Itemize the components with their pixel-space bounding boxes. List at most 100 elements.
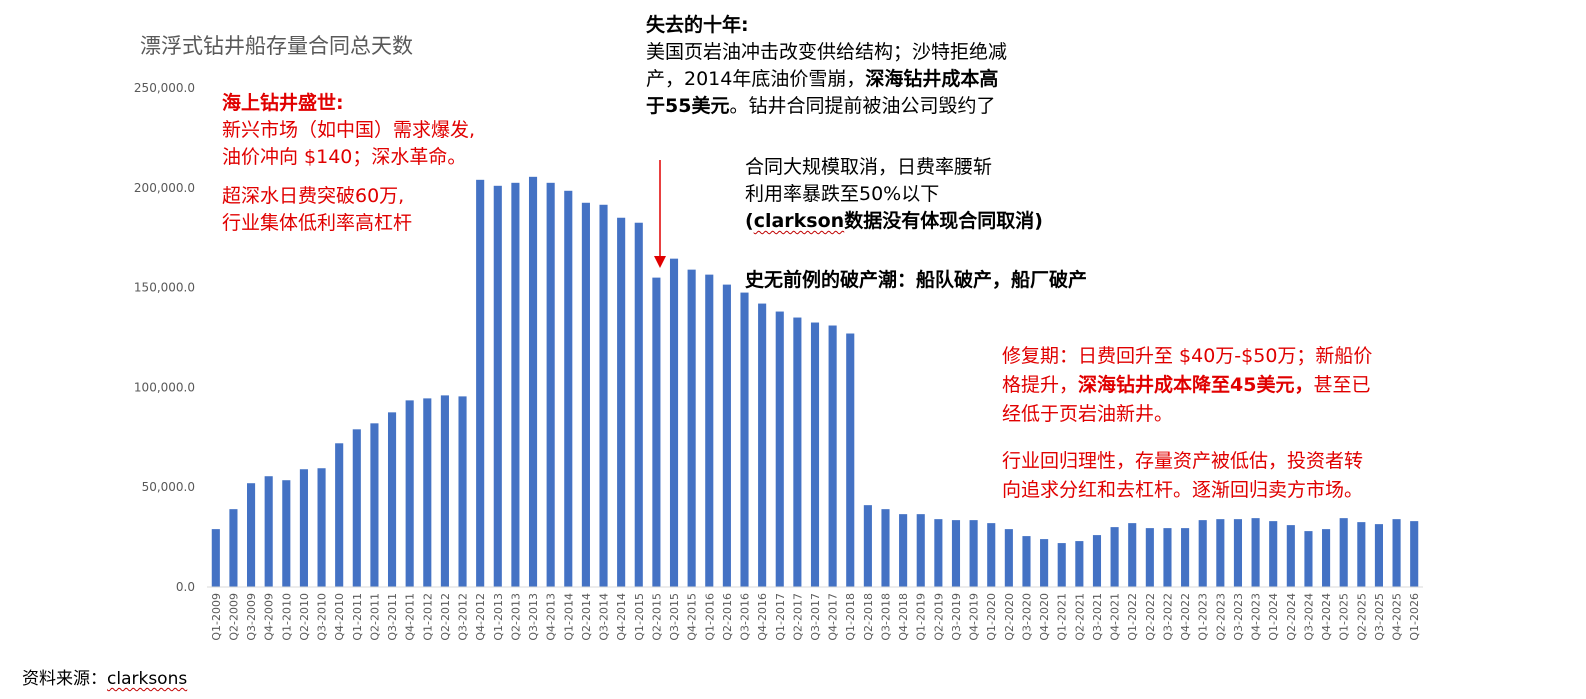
- x-tick-label: Q4-2016: [756, 593, 769, 641]
- x-tick-label: Q3-2022: [1161, 593, 1174, 641]
- x-tick-label: Q2-2020: [1003, 593, 1016, 641]
- x-tick-label: Q1-2009: [210, 593, 223, 641]
- x-tick-label: Q2-2011: [368, 593, 381, 641]
- bar: [528, 176, 538, 587]
- x-tick-label: Q4-2013: [545, 593, 558, 641]
- bar: [1233, 519, 1243, 587]
- x-tick-label: Q2-2023: [1214, 593, 1227, 641]
- bar: [969, 520, 978, 587]
- annotation-boom-line4: 行业集体低利率高杠杆: [222, 212, 413, 234]
- bar: [405, 400, 414, 587]
- x-tick-label: Q3-2013: [527, 593, 540, 641]
- x-tick-label: Q4-2024: [1320, 593, 1333, 641]
- x-tick-label: Q4-2022: [1179, 593, 1192, 641]
- bar: [1269, 521, 1278, 587]
- x-tick-label: Q4-2023: [1250, 593, 1263, 641]
- y-axis-ticks: 250,000.0 200,000.0 150,000.0 100,000.0 50,0…: [134, 81, 195, 594]
- bar: [652, 277, 661, 587]
- bar: [1110, 527, 1119, 587]
- bar: [881, 509, 890, 587]
- x-tick-label: Q3-2010: [316, 593, 329, 641]
- annotation-cancel-line2: 利用率暴跌至50%以下: [745, 183, 940, 205]
- bar: [951, 520, 961, 587]
- bar: [1304, 531, 1313, 587]
- bar: [581, 202, 590, 587]
- bar: [458, 396, 467, 587]
- x-tick-label: Q4-2017: [827, 593, 840, 641]
- annotation-cancel-line3a: (: [745, 210, 754, 232]
- x-tick-label: Q3-2024: [1302, 593, 1315, 641]
- x-tick-label: Q2-2012: [439, 593, 452, 641]
- x-tick-label: Q1-2013: [492, 593, 505, 641]
- bar: [211, 529, 220, 587]
- chart-title: 漂浮式钻井船存量合同总天数: [140, 34, 413, 58]
- x-tick-label: Q1-2017: [774, 593, 787, 641]
- bar: [546, 182, 555, 587]
- x-tick-label: Q4-2021: [1109, 593, 1122, 641]
- bar: [1163, 528, 1172, 587]
- y-tick-label: 150,000.0: [134, 281, 195, 295]
- bar: [1128, 523, 1137, 587]
- x-tick-label: Q1-2022: [1126, 593, 1139, 641]
- bar: [775, 311, 784, 587]
- x-tick-label: Q3-2017: [809, 593, 822, 641]
- annotation-boom-line3: 超深水日费突破60万,: [222, 185, 405, 207]
- y-tick-label: 100,000.0: [134, 380, 195, 394]
- x-tick-label: Q2-2016: [721, 593, 734, 641]
- x-tick-label: Q1-2018: [844, 593, 857, 641]
- annotation-lost-decade: 失去的十年: 美国页岩油冲击改变供给结构；沙特拒绝减 产，2014年底油价雪崩，…: [646, 12, 1007, 120]
- x-tick-label: Q2-2018: [862, 593, 875, 641]
- y-tick-label: 50,000.0: [142, 480, 195, 494]
- x-tick-label: Q2-2014: [580, 593, 593, 641]
- source-note: 资料来源：clarksons: [22, 664, 187, 689]
- bar: [423, 398, 432, 587]
- x-tick-label: Q4-2020: [1038, 593, 1051, 641]
- bar: [1004, 529, 1013, 587]
- bar: [476, 179, 485, 587]
- annotation-repair-line2c: 甚至已: [1313, 374, 1371, 396]
- x-tick-label: Q1-2019: [915, 593, 928, 641]
- x-tick-label: Q2-2019: [932, 593, 945, 641]
- annotation-repair: 修复期：日费回升至 $40万-$50万；新船价 格提升，深海钻井成本降至45美元…: [1002, 342, 1372, 505]
- bar: [335, 443, 344, 587]
- x-tick-label: Q3-2014: [598, 593, 611, 641]
- bar: [846, 333, 855, 587]
- annotation-lost-line3b: 。钻井合同提前被油公司毁约了: [729, 95, 996, 117]
- annotation-lost-line3a: 于55美元: [646, 95, 730, 117]
- bar: [899, 514, 908, 587]
- x-tick-label: Q4-2018: [897, 593, 910, 641]
- x-tick-label: Q1-2012: [421, 593, 434, 641]
- x-tick-label: Q2-2015: [650, 593, 663, 641]
- bar: [1040, 539, 1049, 587]
- bar: [687, 269, 696, 587]
- bar: [317, 468, 326, 587]
- x-tick-label: Q2-2024: [1285, 593, 1298, 641]
- x-tick-label: Q3-2018: [879, 593, 892, 641]
- bar: [1181, 528, 1190, 587]
- bar: [352, 429, 361, 587]
- bar: [1057, 543, 1066, 587]
- x-tick-label: Q1-2011: [351, 593, 364, 641]
- x-tick-label: Q3-2016: [739, 593, 752, 641]
- x-tick-label: Q3-2015: [668, 593, 681, 641]
- annotation-lost-line1: 美国页岩油冲击改变供给结构；沙特拒绝减: [646, 41, 1008, 63]
- x-axis-labels: Q1-2009 Q2-2009 Q3-2009 Q4-2009 Q1-2010 Q2-20…: [210, 593, 1421, 641]
- x-tick-label: Q4-2025: [1391, 593, 1404, 641]
- annotation-boom-line2: 油价冲向 $140；深水革命。: [222, 146, 467, 168]
- bar: [1410, 521, 1419, 587]
- annotation-cancel-line3: (clarkson数据没有体现合同取消): [745, 208, 1043, 235]
- bar: [511, 182, 520, 587]
- annotation-boom-head: 海上钻井盛世:: [222, 92, 344, 114]
- bar: [247, 483, 256, 587]
- bar: [669, 258, 679, 587]
- bar: [987, 523, 996, 587]
- down-arrow-icon: [654, 160, 666, 268]
- bar: [634, 222, 643, 588]
- bar: [1392, 519, 1401, 587]
- x-tick-label: Q2-2009: [227, 593, 240, 641]
- x-tick-label: Q4-2014: [615, 593, 628, 641]
- x-tick-label: Q4-2012: [474, 593, 487, 641]
- y-tick-label: 250,000.0: [134, 81, 195, 95]
- y-tick-label: 0.0: [176, 580, 195, 594]
- annotation-repair-line5: 向追求分红和去杠杆。逐渐回归卖方市场。: [1002, 479, 1364, 501]
